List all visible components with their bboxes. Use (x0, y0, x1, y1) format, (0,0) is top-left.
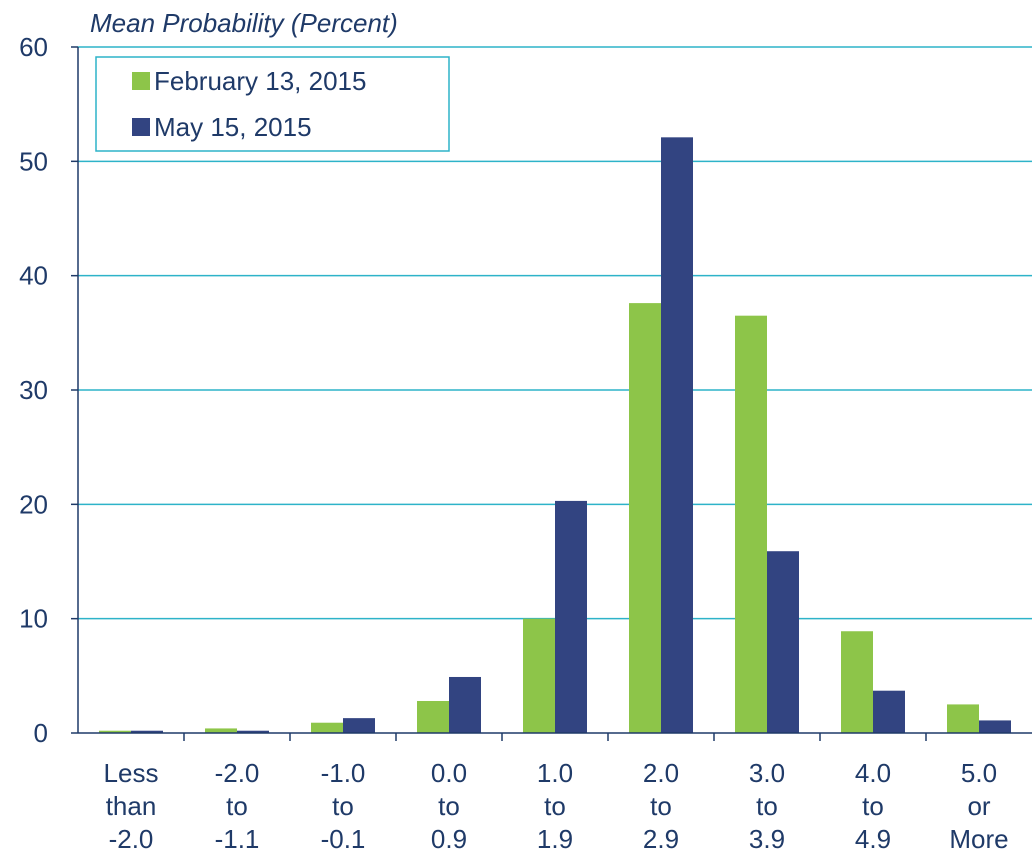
bar-feb-1 (205, 728, 237, 733)
category-label: 2.9 (643, 824, 679, 854)
y-tick-labels: 0 10 20 30 40 50 60 (19, 32, 48, 748)
bar-may-2 (343, 718, 375, 733)
bar-feb-3 (417, 700, 449, 733)
bar-feb-4 (523, 618, 555, 733)
category-label: 3.0 (749, 758, 785, 788)
bar-may-0 (131, 730, 163, 733)
y-tick-label: 10 (19, 604, 48, 634)
y-tick-label: 40 (19, 261, 48, 291)
category-label: to (544, 791, 566, 821)
bar-feb-0 (99, 730, 131, 733)
category-label: 0.9 (431, 824, 467, 854)
category-label: 2.0 (643, 758, 679, 788)
gridlines (78, 46, 1032, 620)
bar-feb-2 (311, 722, 343, 733)
category-label: to (438, 791, 460, 821)
category-label: More (949, 824, 1008, 854)
bar-feb-7 (841, 631, 873, 733)
legend-swatch-may (132, 118, 150, 136)
bar-feb-8 (947, 704, 979, 733)
bar-feb-5 (629, 303, 661, 733)
category-labels: Lessthan-2.0-2.0to-1.1-1.0to-0.10.0to0.9… (104, 758, 1009, 854)
category-label: -2.0 (109, 824, 154, 854)
category-label: than (106, 791, 157, 821)
bar-may-3 (449, 676, 481, 733)
legend: February 13, 2015 May 15, 2015 (95, 56, 450, 152)
category-label: -2.0 (215, 758, 260, 788)
category-label: to (756, 791, 778, 821)
bar-may-1 (237, 730, 269, 733)
legend-label-feb: February 13, 2015 (154, 66, 366, 96)
bar-may-6 (767, 551, 799, 733)
category-label: 3.9 (749, 824, 785, 854)
category-label: 4.9 (855, 824, 891, 854)
category-label: -1.0 (321, 758, 366, 788)
y-tick-label: 60 (19, 32, 48, 62)
category-label: 4.0 (855, 758, 891, 788)
bar-may-4 (555, 500, 587, 733)
legend-label-may: May 15, 2015 (154, 112, 312, 142)
category-label: Less (104, 758, 159, 788)
category-label: to (650, 791, 672, 821)
legend-box (95, 56, 450, 152)
category-label: -0.1 (321, 824, 366, 854)
y-tick-label: 0 (34, 718, 48, 748)
y-tick-label: 50 (19, 146, 48, 176)
category-label: to (226, 791, 248, 821)
category-label: 0.0 (431, 758, 467, 788)
bar-may-5 (661, 137, 693, 733)
y-tick-label: 20 (19, 489, 48, 519)
category-label: -1.1 (215, 824, 260, 854)
category-label: 1.9 (537, 824, 573, 854)
x-axis (71, 46, 1032, 741)
y-tick-label: 30 (19, 375, 48, 405)
y-axis-title: Mean Probability (Percent) (90, 8, 398, 38)
bar-may-8 (979, 720, 1011, 733)
category-label: 1.0 (537, 758, 573, 788)
bars (99, 137, 1011, 733)
bar-feb-6 (735, 315, 767, 733)
category-label: 5.0 (961, 758, 997, 788)
category-label: to (332, 791, 354, 821)
legend-swatch-feb (132, 72, 150, 90)
bar-may-7 (873, 690, 905, 733)
category-label: or (967, 791, 990, 821)
category-label: to (862, 791, 884, 821)
